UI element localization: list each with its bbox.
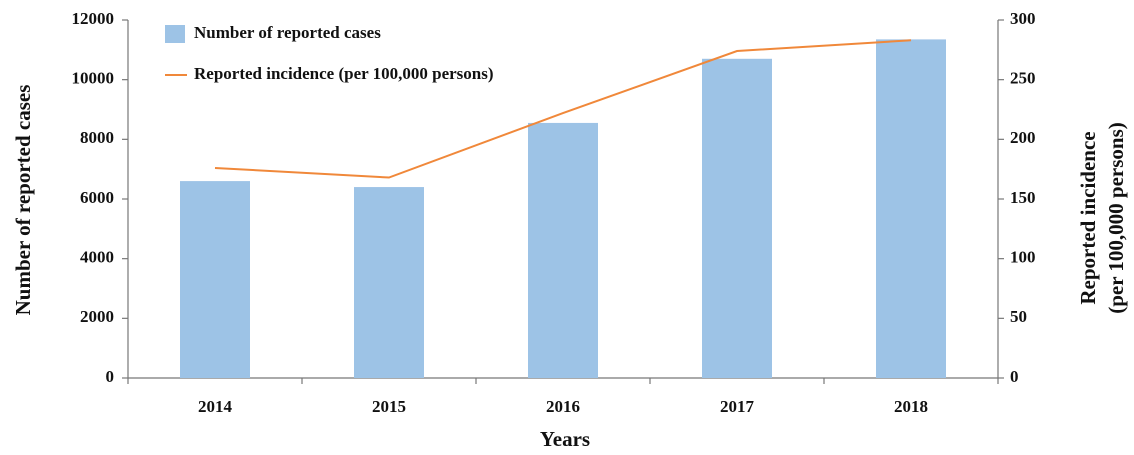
y2-tick-label: 50 xyxy=(1010,307,1027,326)
y-tick-label: 6000 xyxy=(80,188,114,207)
x-tick-label: 2017 xyxy=(720,397,755,416)
y2-axis-title: (per 100,000 persons) xyxy=(1104,122,1128,314)
bar xyxy=(354,187,424,378)
y-tick-label: 8000 xyxy=(80,128,114,147)
legend-swatch xyxy=(165,25,185,43)
x-axis-title: Years xyxy=(540,427,590,451)
y-tick-label: 2000 xyxy=(80,307,114,326)
bar xyxy=(702,58,772,379)
x-tick-label: 2018 xyxy=(894,397,928,416)
bar xyxy=(180,181,250,378)
legend-label: Number of reported cases xyxy=(194,23,381,42)
y2-tick-label: 250 xyxy=(1010,69,1036,88)
bar xyxy=(528,122,598,378)
line xyxy=(214,39,912,179)
y2-tick-label: 150 xyxy=(1010,188,1036,207)
y-tick-label: 0 xyxy=(106,367,115,386)
y-axis-title: Number of reported cases xyxy=(11,85,35,316)
y-tick-label: 12000 xyxy=(72,9,115,28)
y2-tick-label: 300 xyxy=(1010,9,1036,28)
y2-tick-label: 200 xyxy=(1010,128,1036,147)
x-tick-label: 2014 xyxy=(198,397,233,416)
y-tick-label: 10000 xyxy=(72,69,115,88)
x-tick-label: 2016 xyxy=(546,397,580,416)
legend-label: Reported incidence (per 100,000 persons) xyxy=(194,64,494,83)
y2-tick-label: 100 xyxy=(1010,248,1036,267)
y2-axis-title: Reported incidence xyxy=(1076,131,1100,304)
bar xyxy=(876,39,946,379)
y2-tick-label: 0 xyxy=(1010,367,1019,386)
y-tick-label: 4000 xyxy=(80,248,114,267)
x-tick-label: 2015 xyxy=(372,397,406,416)
